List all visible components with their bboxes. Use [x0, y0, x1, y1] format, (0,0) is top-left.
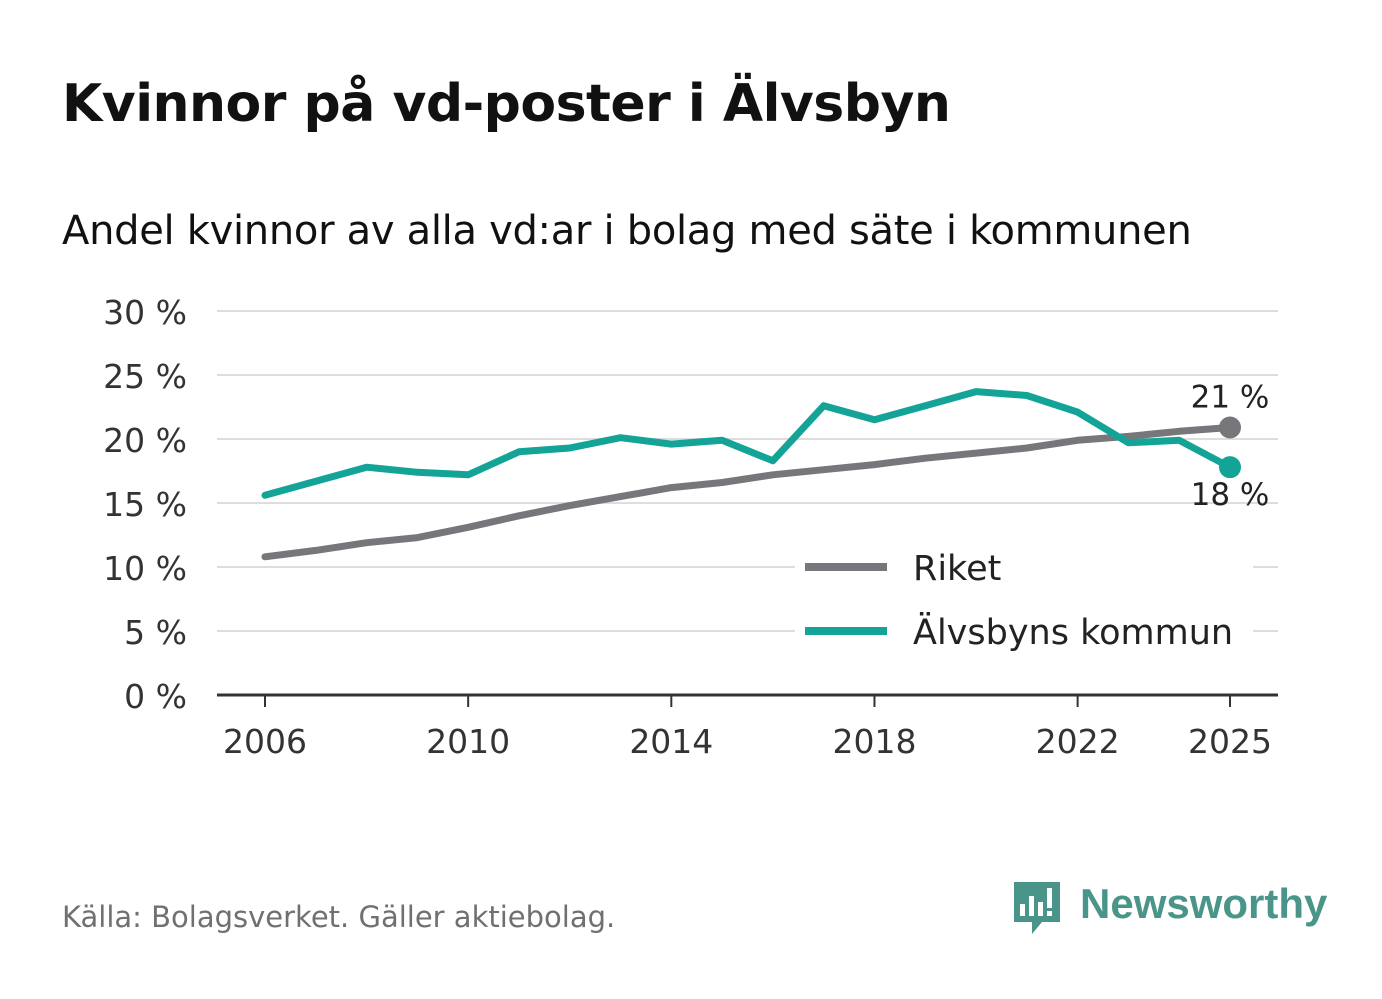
x-tick-label: 2018	[832, 722, 916, 761]
y-tick-label: 10 %	[103, 549, 187, 588]
x-tick-label: 2025	[1188, 722, 1272, 761]
chart-subtitle: Andel kvinnor av alla vd:ar i bolag med …	[62, 208, 1192, 254]
source-note: Källa: Bolagsverket. Gäller aktiebolag.	[62, 900, 616, 934]
chart-title: Kvinnor på vd-poster i Älvsbyn	[62, 74, 951, 134]
end-marker-1	[1219, 456, 1241, 479]
y-tick-label: 20 %	[103, 421, 187, 460]
y-tick-label: 0 %	[124, 677, 187, 716]
x-tick-label: 2010	[426, 722, 510, 761]
legend-label-0: Riket	[913, 549, 1001, 589]
end-labels: 21 % 18 %	[1191, 379, 1270, 513]
end-label-alvsbyn: 18 %	[1191, 477, 1270, 513]
x-axis-ticks: 2006 2010 2014 2018 2022 2025	[223, 695, 1272, 761]
brand-name: Newsworthy	[1080, 880, 1328, 927]
newsworthy-logo-icon	[1014, 882, 1060, 934]
end-label-riket: 21 %	[1191, 379, 1270, 415]
y-tick-label: 25 %	[103, 357, 187, 396]
line-chart: 0 % 5 % 10 % 15 % 20 % 25 % 30 % Riket Älvsbyns…	[103, 293, 1278, 761]
legend-label-1: Älvsbyns kommun	[913, 611, 1233, 653]
y-tick-label: 30 %	[103, 293, 187, 332]
y-tick-label: 5 %	[124, 613, 187, 652]
series-line-0	[261, 424, 1234, 561]
x-tick-label: 2022	[1036, 722, 1120, 761]
x-tick-label: 2006	[223, 722, 307, 761]
end-marker-0	[1219, 416, 1241, 439]
y-tick-label: 15 %	[103, 485, 187, 524]
y-axis-ticks: 0 % 5 % 10 % 15 % 20 % 25 % 30 %	[103, 293, 187, 716]
legend: Riket Älvsbyns kommun	[795, 541, 1253, 657]
x-tick-label: 2014	[629, 722, 713, 761]
series-lines	[261, 388, 1241, 561]
series-line-1	[261, 388, 1234, 499]
